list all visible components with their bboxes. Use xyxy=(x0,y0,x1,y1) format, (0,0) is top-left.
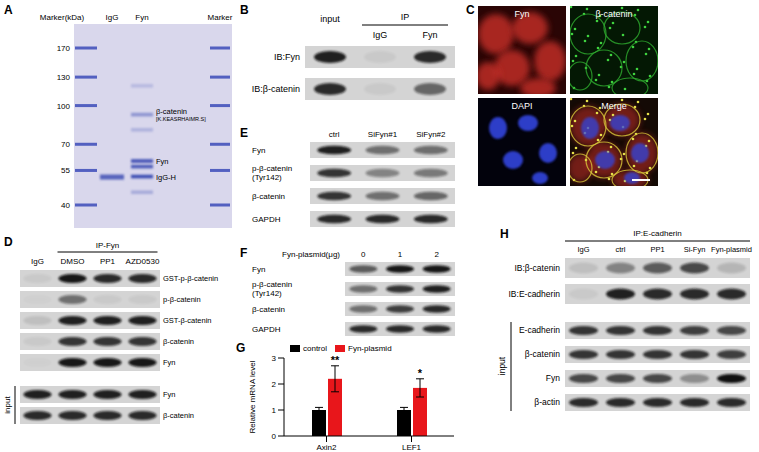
svg-text:Fyn: Fyn xyxy=(252,265,265,274)
svg-text:[K.KEASRHAIMR.S]: [K.KEASRHAIMR.S] xyxy=(156,116,206,122)
svg-text:IP:E-cadherin: IP:E-cadherin xyxy=(633,229,681,238)
svg-text:70: 70 xyxy=(61,140,70,149)
svg-text:E-cadherin: E-cadherin xyxy=(519,325,560,335)
svg-text:β-catenin: β-catenin xyxy=(252,192,285,201)
svg-text:DAPI: DAPI xyxy=(511,101,532,111)
svg-text:β-catenin: β-catenin xyxy=(595,9,632,19)
svg-text:IP: IP xyxy=(401,12,410,22)
svg-text:β-catenin: β-catenin xyxy=(525,349,560,359)
svg-text:H: H xyxy=(500,227,509,241)
svg-text:Fyn: Fyn xyxy=(135,13,148,22)
svg-text:Fyn: Fyn xyxy=(546,373,560,383)
svg-text:Fyn-plasmid: Fyn-plasmid xyxy=(711,245,751,254)
svg-text:Marker(kDa): Marker(kDa) xyxy=(40,13,85,22)
svg-text:input: input xyxy=(320,14,340,24)
svg-text:Fyn: Fyn xyxy=(422,30,437,40)
svg-text:GAPDH: GAPDH xyxy=(252,325,281,334)
svg-text:D: D xyxy=(8,235,13,249)
svg-text:Merge: Merge xyxy=(601,101,627,111)
svg-text:IB:β-catenin: IB:β-catenin xyxy=(514,263,560,273)
svg-text:ctrl: ctrl xyxy=(616,245,626,254)
svg-text:GST-β-catenin: GST-β-catenin xyxy=(163,316,212,325)
svg-text:LEF1: LEF1 xyxy=(402,443,422,452)
svg-text:Axin2: Axin2 xyxy=(316,443,337,452)
svg-text:SiFyn#2: SiFyn#2 xyxy=(416,130,446,139)
svg-text:2: 2 xyxy=(272,380,277,389)
svg-text:Fyn-plasmid(μg): Fyn-plasmid(μg) xyxy=(282,250,340,259)
svg-text:Fyn: Fyn xyxy=(163,390,176,399)
svg-text:IgG: IgG xyxy=(577,245,589,254)
svg-text:IB:Fyn: IB:Fyn xyxy=(274,52,300,62)
svg-text:130: 130 xyxy=(57,73,71,82)
svg-text:GAPDH: GAPDH xyxy=(252,215,281,224)
svg-text:40: 40 xyxy=(61,201,70,210)
svg-text:p-β-catenin: p-β-catenin xyxy=(163,295,201,304)
svg-text:input: input xyxy=(497,356,507,375)
svg-text:170: 170 xyxy=(57,44,71,53)
svg-text:SiFyn#1: SiFyn#1 xyxy=(368,130,398,139)
svg-text:AZD0530: AZD0530 xyxy=(126,257,160,266)
svg-text:2: 2 xyxy=(434,250,439,259)
svg-text:1: 1 xyxy=(272,406,277,415)
svg-text:*: * xyxy=(418,367,423,379)
svg-text:A: A xyxy=(8,3,13,17)
svg-text:G: G xyxy=(236,341,245,355)
html-text:control: control xyxy=(303,344,327,353)
svg-text:PP1: PP1 xyxy=(650,245,664,254)
svg-text:PP1: PP1 xyxy=(100,257,116,266)
svg-text:Si-Fyn: Si-Fyn xyxy=(684,245,706,254)
svg-text:p-β-catenin(Tyr142): p-β-catenin(Tyr142) xyxy=(252,164,292,182)
svg-text:Fyn: Fyn xyxy=(163,358,176,367)
svg-text:β-catenin: β-catenin xyxy=(163,411,194,420)
svg-text:input: input xyxy=(8,396,12,414)
svg-text:100: 100 xyxy=(57,102,71,111)
svg-text:1: 1 xyxy=(398,250,403,259)
svg-text:β-catenin: β-catenin xyxy=(252,305,285,314)
svg-text:Marker: Marker xyxy=(208,13,233,22)
svg-text:IgG-H: IgG-H xyxy=(156,173,176,182)
svg-text:3: 3 xyxy=(272,354,277,363)
svg-text:0: 0 xyxy=(272,432,277,441)
svg-text:**: ** xyxy=(331,354,340,366)
svg-text:IB:E-cadherin: IB:E-cadherin xyxy=(509,289,561,299)
svg-text:GST-p-β-catenin: GST-p-β-catenin xyxy=(163,274,218,283)
svg-text:β-catenin: β-catenin xyxy=(163,337,194,346)
html-text:Fyn-plasmid: Fyn-plasmid xyxy=(348,344,392,353)
svg-text:F: F xyxy=(240,246,247,260)
svg-text:DMSO: DMSO xyxy=(61,257,85,266)
svg-text:IgG: IgG xyxy=(106,13,119,22)
svg-text:0: 0 xyxy=(361,250,366,259)
svg-text:Fyn: Fyn xyxy=(156,157,169,166)
svg-text:IP-Fyn: IP-Fyn xyxy=(96,241,120,250)
svg-text:ctrl: ctrl xyxy=(329,130,340,139)
svg-text:β-catenin: β-catenin xyxy=(156,107,187,116)
svg-text:IgG: IgG xyxy=(373,30,388,40)
svg-text:E: E xyxy=(240,126,248,140)
svg-text:Relative mRNA level: Relative mRNA level xyxy=(248,360,257,433)
svg-text:55: 55 xyxy=(61,166,70,175)
svg-text:B: B xyxy=(240,3,249,17)
svg-text:p-β-catenin(Tyr142): p-β-catenin(Tyr142) xyxy=(252,280,292,298)
svg-text:C: C xyxy=(466,3,475,17)
svg-text:Fyn: Fyn xyxy=(252,146,265,155)
svg-text:β-actin: β-actin xyxy=(534,397,560,407)
svg-text:Fyn: Fyn xyxy=(514,9,529,19)
svg-text:IgG: IgG xyxy=(31,257,44,266)
svg-text:IB:β-catenin: IB:β-catenin xyxy=(252,84,300,94)
